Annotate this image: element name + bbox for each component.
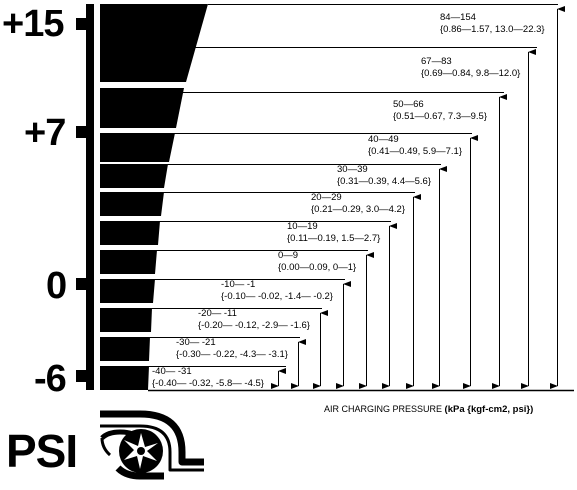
range-detail: {0.00—0.09, 0—1} [278, 262, 357, 273]
range-kpa: -30— -21 [176, 337, 216, 348]
range-detail: {0.86—1.57, 13.0—22.3} [440, 24, 545, 35]
range-detail: {0.21—0.29, 3.0—4.2} [311, 204, 406, 215]
range-detail: {0.31—0.39, 4.4—5.6} [337, 176, 432, 187]
gauge-label-plus15: +15 [2, 3, 64, 45]
range-marker-r1 [148, 366, 286, 389]
range-label-r7: 20—29 {0.21—0.29, 3.0—4.2} [311, 192, 405, 216]
range-marker-r5 [156, 250, 374, 389]
range-kpa: 30—39 [337, 164, 368, 175]
range-kpa: -10— -1 [221, 279, 256, 290]
range-detail: {-0.40— -0.32, -5.8— -4.5} [152, 378, 264, 389]
range-marker-r11 [187, 47, 537, 389]
gauge-tick-plus15 [76, 18, 86, 30]
range-kpa: -20— -11 [198, 308, 237, 319]
range-label-r2: -30— -21 {-0.30— -0.22, -4.3— -3.1} [176, 337, 288, 361]
range-kpa: 84—154 [440, 12, 476, 23]
range-label-r6: 10—19 {0.11—0.19, 1.5—2.7} [287, 221, 380, 245]
gauge-tick-zero [76, 278, 86, 290]
range-label-r9: 40—49 {0.41—0.49, 5.9—7.1} [368, 134, 462, 158]
range-label-r1: -40— -31 {-0.40— -0.32, -5.8— -4.5} [152, 366, 264, 390]
gauge-tick-minus6 [76, 370, 86, 382]
range-marker-r6 [158, 221, 397, 389]
turbo-icon [100, 410, 204, 480]
range-marker-r10 [178, 92, 507, 389]
axis-caption-unit: (kPa {kgf-cm2, psi}) [444, 404, 534, 415]
range-label-r8: 30—39 {0.31—0.39, 4.4—5.6} [337, 164, 431, 188]
range-detail: {0.41—0.49, 5.9—7.1} [368, 146, 463, 157]
range-kpa: 0—9 [278, 250, 299, 261]
range-detail: {-0.30— -0.22, -4.3— -3.1} [176, 349, 288, 360]
range-marker-r7 [161, 192, 421, 389]
psi-label: PSI [6, 425, 78, 477]
gauge-label-plus7: +7 [24, 112, 66, 154]
range-marker-r4 [154, 279, 351, 389]
range-kpa: 20—29 [311, 192, 342, 203]
range-label-r3: -20— -11 {-0.20— -0.12, -2.9— -1.6} [198, 308, 310, 332]
range-label-r12: 84—154 {0.86—1.57, 13.0—22.3} [440, 12, 545, 36]
range-kpa: -40— -31 [152, 366, 192, 377]
range-detail: {0.11—0.19, 1.5—2.7} [287, 233, 381, 244]
range-marker-r9 [170, 133, 478, 389]
gauge-scale-bar [86, 4, 94, 390]
boost-wedge-segments [100, 4, 208, 390]
axis-caption: AIR CHARGING PRESSURE (kPa {kgf-cm2, psi… [324, 404, 533, 415]
range-detail: {-0.10— -0.02, -1.4— -0.2} [221, 291, 333, 302]
range-marker-r2 [150, 337, 306, 389]
range-kpa: 10—19 [287, 221, 318, 232]
range-marker-r12 [208, 4, 565, 389]
axis-caption-text: AIR CHARGING PRESSURE [324, 404, 443, 414]
gauge-label-zero: 0 [46, 265, 67, 307]
range-label-r5: 0—9 {0.00—0.09, 0—1} [278, 250, 356, 274]
gauge-label-minus6: -6 [34, 358, 67, 400]
range-detail: {0.51—0.67, 7.3—9.5} [393, 111, 488, 122]
range-kpa: 67—83 [421, 56, 452, 67]
gauge-tick-plus7 [76, 126, 86, 138]
range-kpa: 40—49 [368, 134, 399, 145]
range-label-r10: 50—66 {0.51—0.67, 7.3—9.5} [393, 99, 487, 123]
range-detail: {-0.20— -0.12, -2.9— -1.6} [198, 320, 310, 331]
range-marker-r8 [165, 164, 447, 389]
range-marker-r3 [152, 308, 328, 389]
range-label-r4: -10— -1 {-0.10— -0.02, -1.4— -0.2} [221, 279, 333, 303]
range-detail: {0.69—0.84, 9.8—12.0} [421, 68, 521, 79]
range-kpa: 50—66 [393, 99, 424, 110]
range-label-r11: 67—83 {0.69—0.84, 9.8—12.0} [421, 56, 520, 80]
